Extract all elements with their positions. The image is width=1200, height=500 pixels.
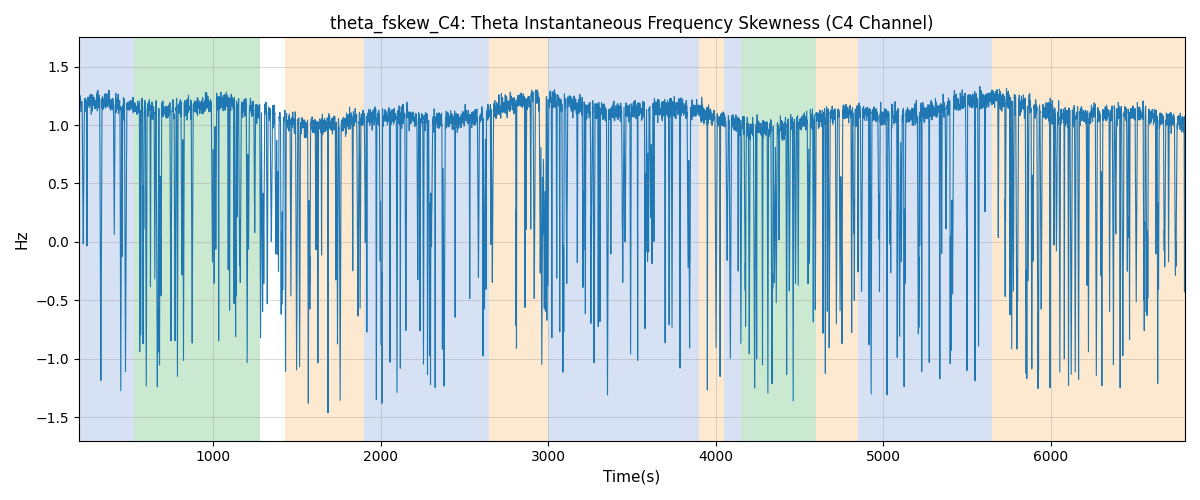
Bar (548, 38, 698, 440)
Bar (992, 38, 1186, 440)
Y-axis label: Hz: Hz (14, 230, 30, 249)
Bar (364, 38, 490, 440)
Bar (858, 38, 992, 440)
Bar (698, 38, 724, 440)
Bar (134, 38, 260, 440)
Bar (724, 38, 740, 440)
X-axis label: Time(s): Time(s) (604, 470, 660, 485)
Bar (740, 38, 816, 440)
Bar (79, 38, 134, 440)
Bar (490, 38, 548, 440)
Bar (286, 38, 364, 440)
Title: theta_fskew_C4: Theta Instantaneous Frequency Skewness (C4 Channel): theta_fskew_C4: Theta Instantaneous Freq… (330, 15, 934, 34)
Bar (816, 38, 858, 440)
